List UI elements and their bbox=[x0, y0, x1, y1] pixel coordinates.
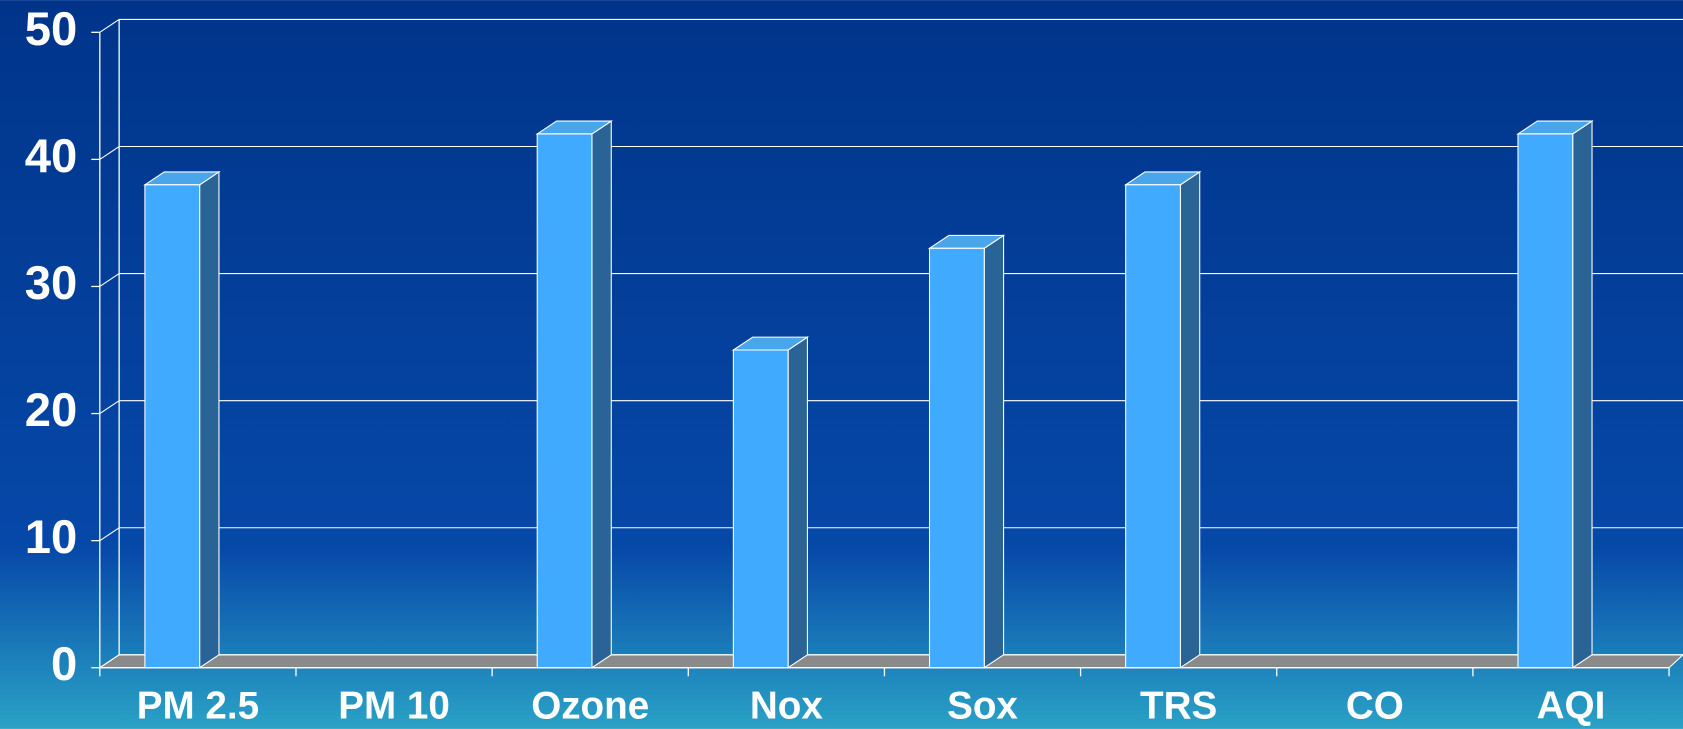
bar-side bbox=[591, 120, 612, 669]
bar-front bbox=[144, 184, 201, 669]
bar bbox=[535, 120, 614, 669]
bar-front bbox=[1517, 133, 1574, 669]
grid-line bbox=[99, 145, 1683, 160]
x-tick-label: PM 2.5 bbox=[137, 685, 259, 728]
x-tick-label: TRS bbox=[1140, 685, 1217, 728]
bar-front bbox=[732, 349, 789, 669]
y-tick-label: 30 bbox=[25, 257, 78, 310]
bar-side bbox=[199, 170, 220, 669]
bar-front bbox=[1125, 184, 1181, 669]
x-tick-label: AQI bbox=[1537, 685, 1606, 728]
y-tick-label: 20 bbox=[25, 384, 78, 437]
bar bbox=[731, 336, 810, 669]
y-tick-label: 40 bbox=[25, 130, 78, 183]
bar-side bbox=[1572, 120, 1593, 669]
bar bbox=[927, 234, 1006, 669]
bar-side bbox=[983, 234, 1005, 669]
bar-side bbox=[1179, 170, 1201, 669]
y-tick-label: 50 bbox=[25, 3, 78, 56]
y-tick-label: 10 bbox=[25, 511, 78, 564]
grid-line bbox=[99, 18, 1683, 33]
bar bbox=[1123, 170, 1202, 669]
bar-side bbox=[787, 336, 808, 669]
bar bbox=[143, 170, 221, 669]
x-tick-label: PM 10 bbox=[338, 685, 450, 728]
bar-front bbox=[536, 133, 593, 669]
x-tick-label: Nox bbox=[750, 685, 823, 728]
x-tick-label: Sox bbox=[947, 685, 1018, 728]
x-tick-label: CO bbox=[1346, 685, 1404, 728]
y-tick-label: 0 bbox=[51, 638, 77, 691]
x-tick-label: Ozone bbox=[531, 685, 649, 728]
plot: 0 10 20 30 40 50 PM 2.5 PM 10 Ozone Nox Sox TRS CO AQ… bbox=[25, 3, 1683, 728]
bar bbox=[1516, 120, 1594, 669]
floor bbox=[98, 654, 1683, 669]
bar-front bbox=[928, 247, 985, 669]
